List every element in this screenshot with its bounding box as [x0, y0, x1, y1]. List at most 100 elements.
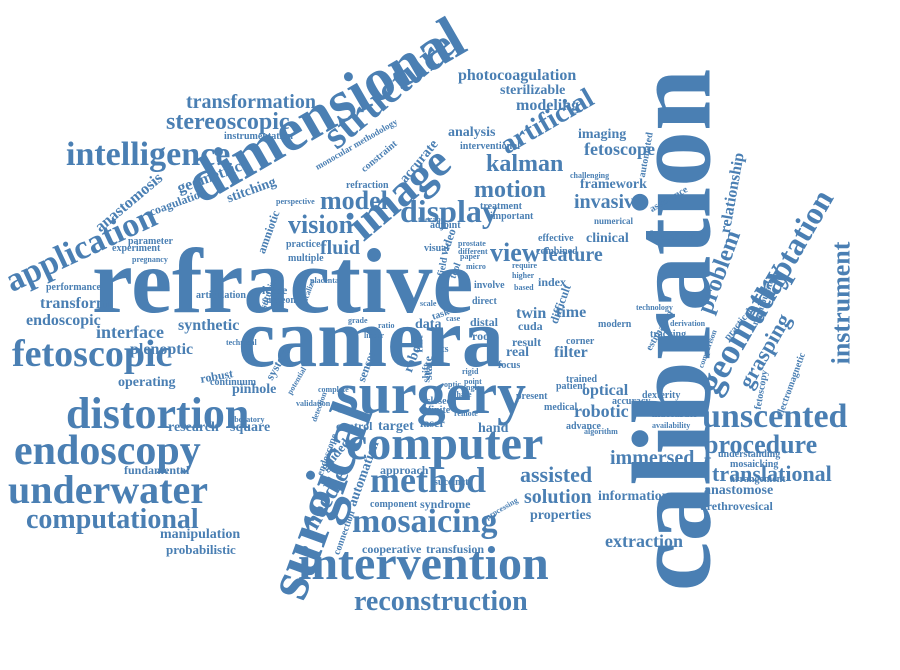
cloud-word-present: present	[516, 391, 548, 402]
cloud-word-combined: combined	[536, 246, 578, 257]
cloud-word-analysis: analysis	[448, 125, 496, 140]
cloud-word-transfusion: transfusion	[426, 542, 485, 556]
cloud-word-laboratory: laboratory	[228, 415, 265, 424]
cloud-word-case: case	[446, 314, 461, 323]
cloud-word-underwater: underwater	[8, 467, 208, 512]
cloud-word-framework: framework	[580, 177, 647, 192]
cloud-word-time: time	[556, 304, 587, 321]
cloud-word-availability: availability	[652, 421, 691, 430]
cloud-word-hand: hand	[478, 421, 509, 436]
cloud-word-operating: operating	[118, 375, 176, 390]
cloud-word-refractive: refractive	[92, 230, 474, 332]
cloud-word-control: control	[336, 419, 373, 433]
cloud-word-therapy: therapy	[418, 215, 445, 224]
cloud-word-root: root	[472, 329, 494, 343]
cloud-word-robotic: robotic	[574, 401, 629, 421]
cloud-word-validation: validation	[296, 399, 331, 408]
cloud-word-cooperative: cooperative	[362, 542, 422, 556]
cloud-word-direct: direct	[472, 296, 497, 307]
cloud-word-anastomose: anastomose	[704, 483, 774, 498]
cloud-word-intelligence: intelligence	[66, 136, 231, 173]
cloud-word-closed: closed	[426, 396, 453, 407]
cloud-word-grade: grade	[348, 316, 368, 325]
cloud-word-numerical: numerical	[594, 216, 633, 226]
cloud-word-visual: visual	[424, 243, 450, 254]
cloud-word-optical: optical	[582, 382, 629, 399]
cloud-word-practice: practice	[286, 239, 321, 250]
cloud-word-treatment: treatment	[480, 201, 523, 212]
cloud-word-challenging: challenging	[570, 171, 610, 180]
cloud-word-computer: computer	[346, 417, 544, 470]
cloud-word-important: important	[490, 211, 534, 222]
cloud-word-photocoagulation: photocoagulation	[458, 67, 577, 84]
cloud-word-computational: computational	[26, 504, 199, 535]
cloud-word-endoscopic: endoscopic	[26, 312, 101, 329]
cloud-word-invasive: invasive	[574, 191, 643, 213]
cloud-word-fetoscopic: fetoscopic	[12, 333, 173, 375]
cloud-word-cuda: cuda	[518, 319, 543, 333]
cloud-word-reconstruction: reconstruction	[354, 586, 528, 617]
cloud-word-real: real	[506, 345, 530, 360]
cloud-word-extraction: extraction	[605, 531, 683, 551]
cloud-word-properties: properties	[530, 508, 592, 523]
cloud-word-multiple: multiple	[288, 253, 324, 264]
cloud-word-perspective: perspective	[276, 197, 315, 206]
cloud-word-modern: modern	[598, 319, 632, 330]
cloud-word-target: target	[378, 419, 414, 434]
cloud-word-adjoint: adjoint	[430, 220, 461, 231]
cloud-word-component: component	[370, 499, 418, 510]
cloud-word-modeling: modeling	[516, 97, 580, 114]
cloud-word-patient: patient	[556, 381, 586, 392]
cloud-word-research: research	[168, 420, 219, 435]
cloud-word-focus: focus	[498, 360, 521, 371]
cloud-word-interventional: interventional	[460, 141, 520, 152]
cloud-word-endoscopy: endoscopy	[14, 428, 201, 474]
cloud-word-different: different	[458, 247, 488, 256]
cloud-word-technical: technical	[226, 338, 257, 347]
cloud-word-information: information	[598, 489, 670, 504]
cloud-word-mosaicing: mosaicing	[352, 503, 498, 540]
cloud-word-assisted: assisted	[520, 462, 593, 487]
cloud-word-motion: motion	[474, 177, 546, 203]
cloud-word-stereoscopic: stereoscopic	[166, 109, 290, 135]
cloud-word-phase: phase	[452, 390, 472, 399]
cloud-word-optic: optic	[444, 380, 461, 389]
cloud-word-view: view	[490, 238, 541, 267]
cloud-word-camera: camera	[238, 292, 504, 385]
cloud-word-tts: tts	[438, 344, 449, 355]
cloud-word-processing: processing	[483, 495, 520, 522]
cloud-word-higher: higher	[512, 271, 535, 280]
cloud-word-experiment: experiment	[112, 243, 161, 254]
cloud-word-laser: laser	[420, 416, 445, 430]
cloud-word-angle: angle	[462, 383, 481, 392]
cloud-word-transform: transform	[40, 295, 110, 312]
cloud-word-succinct: succinct	[434, 477, 469, 488]
cloud-word-surgery: surgery	[336, 361, 527, 426]
cloud-word-remote: remote	[454, 409, 478, 418]
cloud-word-instrument: instrument	[826, 241, 856, 365]
cloud-word-placenta: placenta	[310, 276, 339, 285]
cloud-word-advance: advance	[566, 421, 601, 432]
cloud-word-synthetic: synthetic	[178, 317, 240, 334]
cloud-word-pregnancy: pregnancy	[132, 255, 168, 264]
cloud-word-complete: complete	[318, 385, 349, 394]
cloud-word-square: square	[230, 420, 271, 435]
cloud-word-room: room	[438, 284, 457, 293]
cloud-word-rigid: rigid	[462, 367, 479, 376]
cloud-word-mosaicking: mosaicking	[730, 459, 779, 470]
cloud-word-interface: interface	[96, 322, 164, 342]
cloud-word-accuracy: accuracy	[612, 396, 651, 407]
cloud-word-surgeon: surgeon	[262, 295, 296, 306]
cloud-word-scale: scale	[420, 299, 437, 308]
cloud-word-detector: detector	[646, 229, 695, 244]
cloud-word-performance: performance	[46, 282, 101, 293]
cloud-word-trained: trained	[566, 374, 598, 385]
cloud-word-filter: filter	[554, 344, 588, 361]
cloud-word-approach: approach	[380, 463, 429, 477]
cloud-word-unscented: unscented	[702, 398, 848, 435]
cloud-word-intervention: intervention	[298, 537, 549, 590]
cloud-word-paper: paper	[460, 252, 480, 261]
cloud-word-effective: effective	[538, 233, 574, 244]
cloud-word-derivation: derivation	[670, 319, 706, 328]
cloud-word-tracking: tracking	[650, 329, 687, 340]
